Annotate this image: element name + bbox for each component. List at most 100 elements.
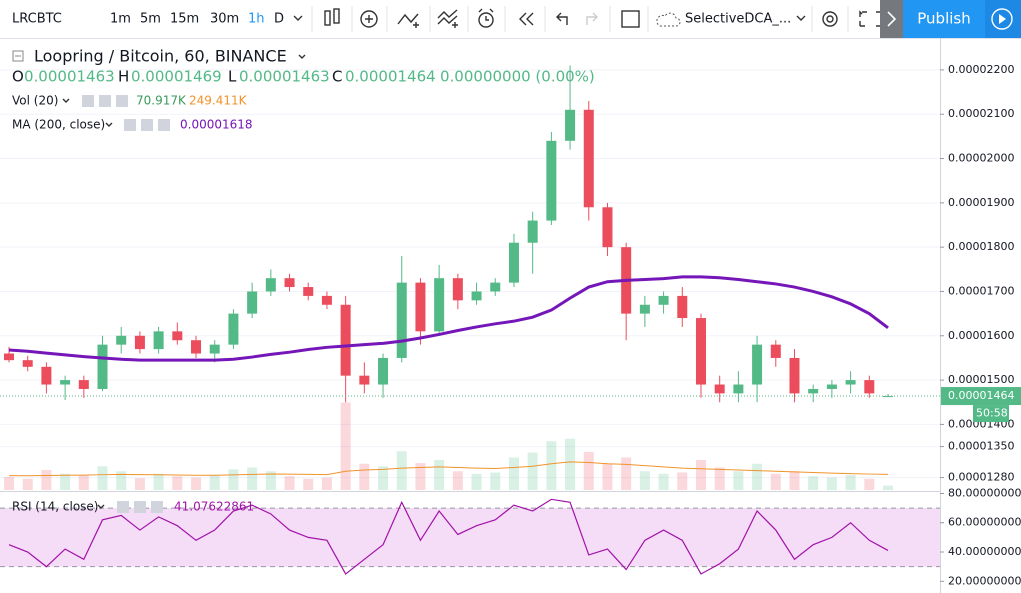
candle-body	[116, 335, 127, 345]
volume-ma-value: 249.411K	[189, 94, 248, 108]
volume-bar	[770, 473, 781, 490]
rsi-line	[8, 498, 889, 575]
strategy-name[interactable]: SelectiveDCA_...	[685, 12, 791, 27]
volume-bar	[265, 471, 276, 490]
redo-button[interactable]	[586, 12, 598, 25]
settings-button[interactable]	[99, 95, 111, 107]
interval[interactable]: 30m	[210, 12, 239, 27]
candle-body	[808, 388, 819, 394]
candle-body	[452, 278, 463, 301]
interval[interactable]: 15m	[170, 12, 199, 27]
volume-bar	[415, 463, 426, 490]
remove-button[interactable]	[158, 119, 170, 131]
volume-bar	[153, 473, 164, 490]
chart-layer: 0.00002200 0.00002100 0.00002000 0.00001900…	[0, 63, 1021, 587]
eye-button[interactable]	[124, 119, 136, 131]
volume-bar	[396, 451, 407, 490]
fullscreen-button[interactable]	[621, 10, 640, 28]
candle-body	[434, 278, 445, 332]
ohlc-label: C	[332, 68, 342, 86]
interval[interactable]: 1h	[248, 12, 265, 27]
strategy-dropdown[interactable]	[796, 15, 806, 21]
candle-body	[415, 282, 426, 332]
candle-body	[4, 353, 14, 361]
eye-button[interactable]	[82, 95, 94, 107]
symbol[interactable]: LRCBTC	[12, 12, 62, 27]
title-dropdown[interactable]	[298, 54, 306, 59]
volume-bar	[359, 463, 370, 490]
candle-body	[752, 344, 763, 385]
volume-bar	[116, 471, 127, 490]
y-tick-label: 0.00001350	[948, 440, 1014, 453]
volume-bar	[733, 471, 744, 490]
publish-label[interactable]: Publish	[917, 10, 970, 28]
volume-ma-line	[8, 461, 889, 477]
y-tick-label: 0.00001280	[948, 471, 1014, 484]
settings-button[interactable]	[141, 119, 153, 131]
candle-body	[490, 282, 501, 292]
interval[interactable]: D	[274, 12, 284, 27]
interval-dropdown[interactable]	[293, 15, 303, 21]
chart-title: Loopring / Bitcoin, 60, BINANCE	[34, 47, 287, 66]
volume-bar	[22, 478, 33, 490]
rsi-legend: RSI (14, close)	[12, 500, 98, 514]
volume-bar	[247, 467, 258, 490]
candle-body	[153, 331, 164, 350]
ohlc-value: 0.00001463	[24, 68, 115, 86]
volume-bar	[41, 470, 52, 490]
volume-bar	[883, 485, 893, 490]
volume-bar	[303, 478, 314, 490]
candle-body	[639, 304, 650, 314]
candle-body	[78, 380, 89, 389]
candle-style-button[interactable]	[324, 10, 331, 26]
ohlc-value: 0.00001464	[345, 68, 436, 86]
candle-body	[303, 287, 314, 296]
remove-button[interactable]	[151, 501, 163, 513]
replay-button[interactable]	[519, 12, 534, 26]
volume-bar	[209, 475, 220, 490]
volume-bar	[639, 471, 650, 490]
y-tick-label: 0.00001800	[948, 240, 1014, 253]
remove-button[interactable]	[116, 95, 128, 107]
candle-body	[60, 380, 71, 385]
candle-body	[527, 220, 538, 243]
y-tick-label: 0.00001700	[948, 284, 1014, 297]
template-button[interactable]	[437, 9, 458, 28]
candle-body	[565, 109, 576, 141]
candle-body	[191, 340, 202, 354]
alert-button[interactable]	[478, 12, 494, 28]
volume-bar	[452, 471, 463, 490]
candle-body	[714, 384, 725, 394]
candle-body	[321, 295, 332, 305]
volume-bar	[191, 477, 202, 490]
volume-bar	[677, 472, 688, 490]
volume-bar	[864, 478, 875, 490]
interval[interactable]: 1m	[110, 12, 131, 27]
candle-body	[826, 384, 837, 389]
volume-bar	[78, 475, 89, 490]
interval[interactable]: 5m	[140, 12, 161, 27]
eye-button[interactable]	[117, 501, 129, 513]
volume-bar	[789, 471, 800, 490]
ohlc-value: 0.00001469	[131, 68, 222, 86]
collapse-legend[interactable]	[12, 50, 24, 62]
candle-body	[359, 375, 370, 385]
y-tick-label: 40.00000000	[948, 545, 1021, 558]
volume-bar	[583, 451, 594, 490]
candle-body	[677, 295, 688, 319]
candle-body	[864, 380, 875, 394]
y-tick-label: 0.00001500	[948, 373, 1014, 386]
publish-button[interactable]	[903, 0, 985, 38]
indicator-button[interactable]	[360, 10, 378, 28]
compare-button[interactable]	[397, 13, 419, 28]
volume-bar	[808, 476, 819, 490]
settings-button[interactable]	[134, 501, 146, 513]
settings-button[interactable]	[822, 11, 838, 27]
volume-bar	[658, 473, 669, 490]
volume-bar	[508, 457, 519, 490]
y-tick-label: 20.00000000	[948, 574, 1021, 587]
volume-bar	[752, 463, 763, 490]
undo-button[interactable]	[556, 12, 568, 25]
candle-body	[471, 291, 482, 301]
collapse-button[interactable]	[880, 0, 903, 38]
